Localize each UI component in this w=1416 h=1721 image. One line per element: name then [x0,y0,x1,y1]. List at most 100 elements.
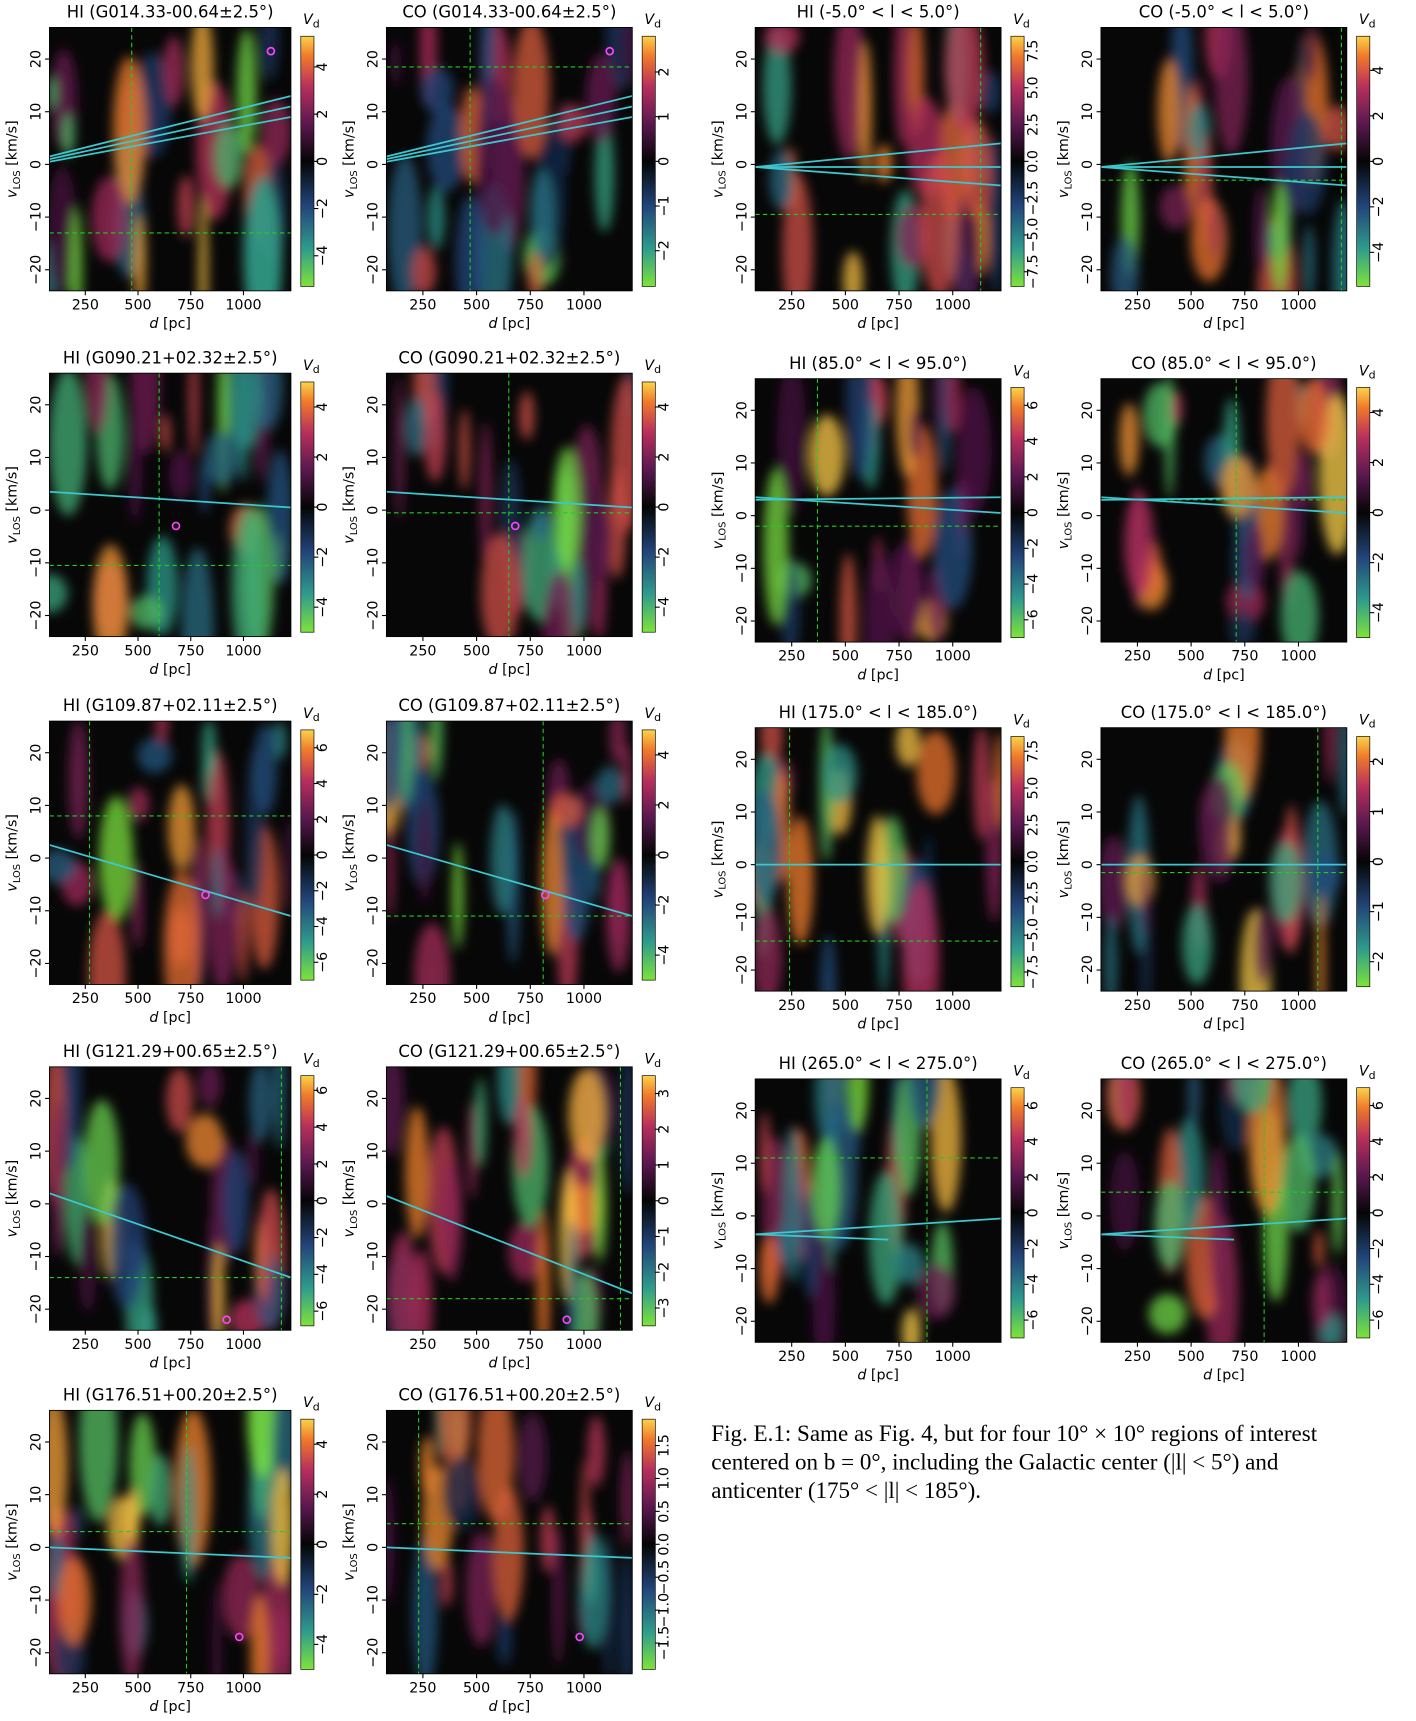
x-axis-var: d [149,1010,159,1026]
heatmap-blob [886,542,926,639]
x-axis-unit: [pc] [866,1368,899,1384]
x-tick-label: 1000 [935,998,971,1014]
heatmap-blob [108,1183,146,1310]
x-tick-label: 250 [1124,998,1151,1014]
heatmap-blob [620,1450,633,1547]
x-axis-label: d [pc] [1203,1368,1245,1384]
heatmap-texture [763,378,992,643]
colorbar-tick-label: 2 [656,1125,672,1134]
colorbar-var: V [1013,1064,1024,1080]
heatmap-blob [166,1067,193,1133]
x-tick-label: 500 [124,991,151,1007]
y-tick-label: 10 [734,454,750,472]
x-tick-label: 1000 [1280,998,1316,1014]
colorbar-label: Vd [303,12,320,30]
y-tick-label: −20 [366,255,382,285]
heatmap-blob [1332,199,1347,291]
heatmap-blob [895,727,921,767]
x-tick-label: 1000 [935,298,971,314]
panel-title: CO (G090.21+02.32±2.5°) [398,348,620,367]
y-tick-label: 0 [29,506,45,515]
heatmap-blob [442,1455,481,1531]
x-tick-label: 250 [778,649,805,665]
plot-area [755,1078,1002,1343]
heatmap-blob [213,124,244,189]
colorbar-var: V [644,358,655,374]
heatmap-blob [1100,836,1130,930]
heatmap-blob [429,721,443,780]
heatmap-blob [259,1208,269,1310]
heatmap-blob [155,721,169,744]
heatmap-blob [847,1078,869,1132]
x-tick-label: 1000 [566,1337,602,1353]
panel: CO (G121.29+00.65±2.5°)250 500 750 1000−20−… [341,1042,672,1372]
x-tick-label: 500 [463,991,490,1007]
y-axis-unit: [km/s] [5,1160,21,1210]
panel: HI (G090.21+02.32±2.5°)250 500 750 1000−20−… [5,348,332,678]
model-line [1100,496,1347,501]
heatmap-texture [386,721,633,985]
cloud-marker [266,46,276,56]
heatmap-blob [1119,403,1140,476]
x-axis-unit: [pc] [498,1010,531,1026]
y-tick-label: 10 [734,803,750,821]
plot-area [1100,27,1347,291]
heatmap-blob [387,154,422,291]
colorbar-tick-label: 2 [315,1490,331,1499]
heatmap-blob [49,373,87,516]
plot-area [49,1410,291,1674]
x-axis-label: d [pc] [489,316,531,332]
heatmap-blob [440,1159,463,1282]
colorbar-tick-label: −2 [1371,552,1387,573]
plot-frame [385,720,633,985]
x-axis-unit: [pc] [866,667,899,683]
heatmap-blob [587,1415,606,1488]
x-tick-label: 750 [1231,998,1258,1014]
y-tick-label: −10 [366,202,382,232]
heatmap-blob [572,557,585,632]
x-tick-label: 500 [832,649,859,665]
colorbar [641,729,656,981]
heatmap-blob [243,175,283,291]
colorbar-tick-label: 4 [315,402,331,411]
colorbar-var: V [303,358,314,374]
heatmap-blob [112,56,146,205]
x-tick-label: 750 [1231,649,1258,665]
y-tick-label: 20 [366,396,382,414]
x-axis-unit: [pc] [866,316,899,332]
plot-area [386,1410,633,1674]
colorbar-sub: d [654,363,661,376]
y-tick-label: 10 [734,1154,750,1172]
colorbar-tick-label: 0 [1371,157,1387,166]
y-axis-unit: [km/s] [5,1503,21,1553]
heatmap-blob [556,104,589,142]
colorbar-tick-label: −4 [315,1264,331,1285]
colorbar-label: Vd [1359,712,1376,730]
x-axis-unit: [pc] [1212,1016,1245,1032]
heatmap-blob [253,723,278,815]
heatmap-blob [133,214,146,291]
heatmap-blob [389,39,402,87]
heatmap-blob [420,66,454,114]
colorbar-tick-label: 0.5 [656,1500,672,1523]
y-axis-sub: LOS [349,1210,360,1229]
y-tick-label: 0 [366,1543,382,1552]
x-tick-label: 500 [124,1680,151,1696]
heatmap-blob [496,1610,513,1666]
heatmap-blob [973,727,991,840]
y-axis-var: v [1056,1240,1072,1249]
x-tick-label: 500 [124,643,151,659]
heatmap-blob [386,721,403,813]
colorbar-tick-label: −4 [1371,1274,1387,1295]
x-tick-label: 500 [124,1337,151,1353]
colorbar-tick-label: −4 [1371,242,1387,263]
x-tick-label: 1000 [225,643,261,659]
cloud-marker [222,1315,231,1325]
colorbar-tick-label: −6 [315,1301,331,1322]
colorbar-label: Vd [1013,712,1030,730]
heatmap-blob [441,1558,453,1608]
heatmap-blob [188,373,199,457]
x-axis-var: d [149,1699,159,1715]
heatmap-blob [412,1533,438,1674]
colorbar-tick-label: 0.0 [656,1533,672,1556]
